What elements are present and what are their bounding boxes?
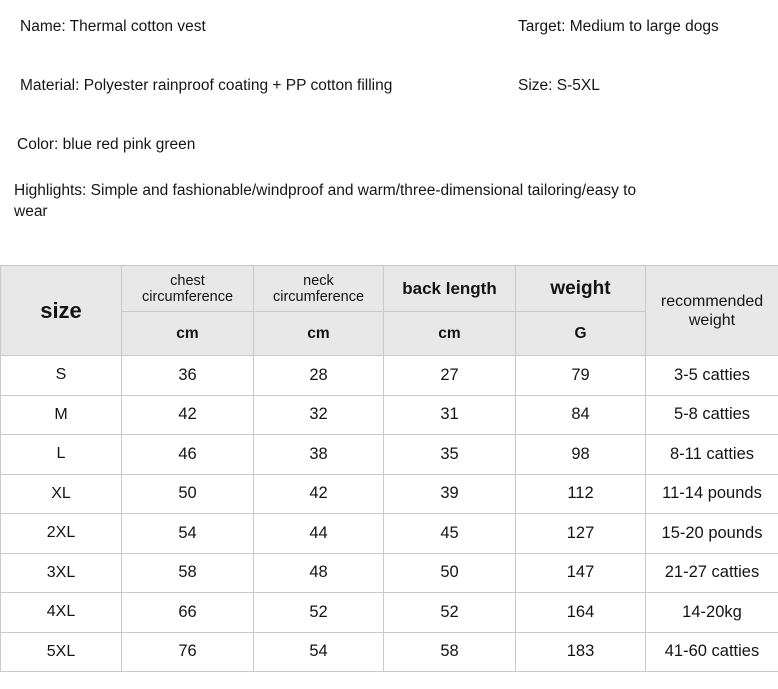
cell-recommended: 3-5 catties <box>645 355 778 396</box>
table-row: 5XL 76 54 58 183 41-60 catties <box>0 631 778 672</box>
table-row: L 46 38 35 98 8-11 catties <box>0 434 778 475</box>
description-block: Name: Thermal cotton vest Target: Medium… <box>0 0 778 258</box>
cell-chest: 58 <box>121 552 254 593</box>
cell-back: 52 <box>383 592 516 633</box>
cell-chest: 66 <box>121 592 254 633</box>
header-back-length: back length <box>383 265 516 312</box>
cell-chest: 50 <box>121 473 254 514</box>
cell-chest: 54 <box>121 513 254 554</box>
cell-size: 2XL <box>0 513 122 554</box>
cell-recommended: 41-60 catties <box>645 631 778 672</box>
cell-recommended: 8-11 catties <box>645 434 778 475</box>
table-row: 4XL 66 52 52 164 14-20kg <box>0 592 778 633</box>
product-color-line: Color: blue red pink green <box>17 136 196 153</box>
table-row: S 36 28 27 79 3-5 catties <box>0 355 778 396</box>
cell-size: M <box>0 394 122 435</box>
table-header-row-units: cm cm cm G <box>1 311 778 356</box>
cell-weight: 112 <box>515 473 646 514</box>
cell-size: S <box>0 355 122 396</box>
product-material-line: Material: Polyester rainproof coating + … <box>20 77 393 94</box>
cell-weight: 147 <box>515 552 646 593</box>
cell-weight: 79 <box>515 355 646 396</box>
cell-recommended: 11-14 pounds <box>645 473 778 514</box>
cell-size: XL <box>0 473 122 514</box>
cell-chest: 76 <box>121 631 254 672</box>
header-recommended-weight: recommended weight <box>645 265 778 356</box>
cell-neck: 28 <box>253 355 384 396</box>
cell-size: L <box>0 434 122 475</box>
table-row: 3XL 58 48 50 147 21-27 catties <box>0 552 778 593</box>
table-row: 2XL 54 44 45 127 15-20 pounds <box>0 513 778 554</box>
cell-neck: 54 <box>253 631 384 672</box>
cell-neck: 42 <box>253 473 384 514</box>
cell-neck: 38 <box>253 434 384 475</box>
header-chest-label: chest circumference <box>141 272 234 305</box>
header-neck-label: neck circumference <box>272 272 365 305</box>
cell-size: 5XL <box>0 631 122 672</box>
cell-chest: 46 <box>121 434 254 475</box>
header-chest: chest circumference <box>121 265 254 312</box>
unit-back: cm <box>383 311 516 356</box>
unit-neck: cm <box>253 311 384 356</box>
table-header-row-main: size chest circumference neck circumfere… <box>0 265 778 356</box>
header-neck: neck circumference <box>253 265 384 312</box>
cell-neck: 52 <box>253 592 384 633</box>
cell-neck: 32 <box>253 394 384 435</box>
cell-weight: 84 <box>515 394 646 435</box>
cell-chest: 36 <box>121 355 254 396</box>
product-name-line: Name: Thermal cotton vest <box>20 18 206 35</box>
product-highlights-line: Highlights: Simple and fashionable/windp… <box>14 182 637 220</box>
cell-recommended: 14-20kg <box>645 592 778 633</box>
header-recommended-weight-label: recommended weight <box>660 292 764 329</box>
cell-weight: 183 <box>515 631 646 672</box>
product-size-line: Size: S-5XL <box>518 77 600 94</box>
cell-neck: 48 <box>253 552 384 593</box>
cell-chest: 42 <box>121 394 254 435</box>
cell-back: 39 <box>383 473 516 514</box>
cell-size: 3XL <box>0 552 122 593</box>
cell-weight: 164 <box>515 592 646 633</box>
cell-weight: 98 <box>515 434 646 475</box>
size-table: size chest circumference neck circumfere… <box>0 265 778 672</box>
cell-back: 27 <box>383 355 516 396</box>
cell-recommended: 5-8 catties <box>645 394 778 435</box>
cell-recommended: 15-20 pounds <box>645 513 778 554</box>
cell-recommended: 21-27 catties <box>645 552 778 593</box>
cell-size: 4XL <box>0 592 122 633</box>
table-row: XL 50 42 39 112 11-14 pounds <box>0 473 778 514</box>
header-size: size <box>0 265 122 356</box>
cell-back: 31 <box>383 394 516 435</box>
unit-weight: G <box>515 311 646 356</box>
cell-weight: 127 <box>515 513 646 554</box>
table-row: M 42 32 31 84 5-8 catties <box>0 394 778 435</box>
cell-back: 50 <box>383 552 516 593</box>
cell-back: 45 <box>383 513 516 554</box>
unit-chest: cm <box>121 311 254 356</box>
header-weight: weight <box>515 265 646 312</box>
cell-back: 58 <box>383 631 516 672</box>
cell-neck: 44 <box>253 513 384 554</box>
cell-back: 35 <box>383 434 516 475</box>
product-target-line: Target: Medium to large dogs <box>518 18 719 35</box>
